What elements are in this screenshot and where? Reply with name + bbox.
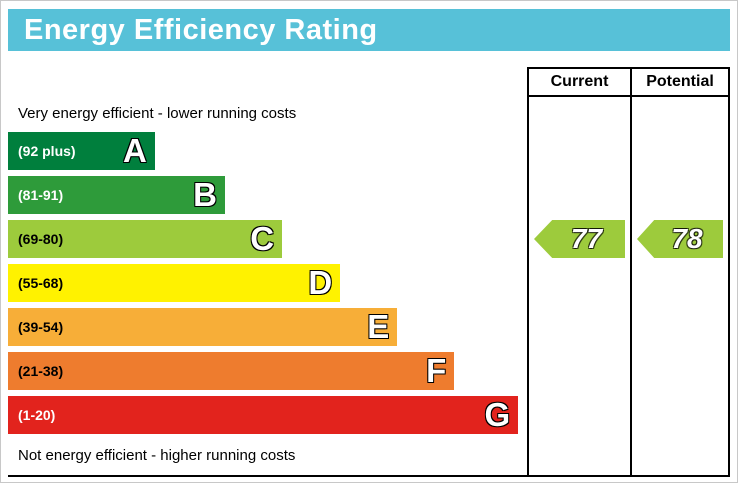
rating-table: Very energy efficient - lower running co… <box>8 67 730 477</box>
band-row-b: (81-91) B <box>8 173 527 217</box>
potential-rating-value: 78 <box>671 223 703 254</box>
band-range-a: (92 plus) <box>18 143 76 159</box>
band-range-f: (21-38) <box>18 363 64 379</box>
band-letter-a: A <box>123 132 147 169</box>
band-bar-c: (69-80) C <box>8 220 283 258</box>
page-title: Energy Efficiency Rating <box>24 13 378 46</box>
band-bar-e: (39-54) E <box>8 308 398 346</box>
band-bar-a: (92 plus) A <box>8 132 155 170</box>
band-row-e: (39-54) E <box>8 305 527 349</box>
band-letter-e: E <box>367 308 390 345</box>
bottom-note: Not energy efficient - higher running co… <box>18 446 296 464</box>
band-bar-d: (55-68) D <box>8 264 341 302</box>
header-spacer <box>8 67 527 97</box>
current-column-header: Current <box>529 67 630 97</box>
band-row-d: (55-68) D <box>8 261 527 305</box>
band-row-a: (92 plus) A <box>8 129 527 173</box>
band-bar-f: (21-38) F <box>8 352 455 390</box>
current-column: Current 77 <box>527 67 630 475</box>
band-letter-f: F <box>426 352 447 389</box>
band-range-e: (39-54) <box>18 319 64 335</box>
current-column-body: 77 <box>529 97 630 475</box>
band-range-g: (1-20) <box>18 407 56 423</box>
band-letter-d: D <box>308 264 333 301</box>
title-bar: Energy Efficiency Rating <box>8 9 730 51</box>
band-letter-c: C <box>250 220 275 257</box>
bands-body: Very energy efficient - lower running co… <box>8 97 527 475</box>
band-range-d: (55-68) <box>18 275 64 291</box>
band-letter-b: B <box>193 176 217 213</box>
band-letter-g: G <box>484 396 511 433</box>
band-row-f: (21-38) F <box>8 349 527 393</box>
potential-column: Potential 78 <box>630 67 730 475</box>
potential-column-header: Potential <box>632 67 728 97</box>
current-rating-arrow: 77 <box>534 220 625 258</box>
band-row-g: (1-20) G <box>8 393 527 437</box>
potential-column-body: 78 <box>632 97 728 475</box>
current-rating-value: 77 <box>570 223 603 254</box>
potential-rating-arrow: 78 <box>637 220 723 258</box>
band-bar-g: (1-20) G <box>8 396 519 434</box>
bands-column: Very energy efficient - lower running co… <box>8 67 527 475</box>
band-range-c: (69-80) <box>18 231 64 247</box>
band-range-b: (81-91) <box>18 187 64 203</box>
band-bar-b: (81-91) B <box>8 176 225 214</box>
top-note: Very energy efficient - lower running co… <box>18 104 297 122</box>
band-row-c: (69-80) C <box>8 217 527 261</box>
